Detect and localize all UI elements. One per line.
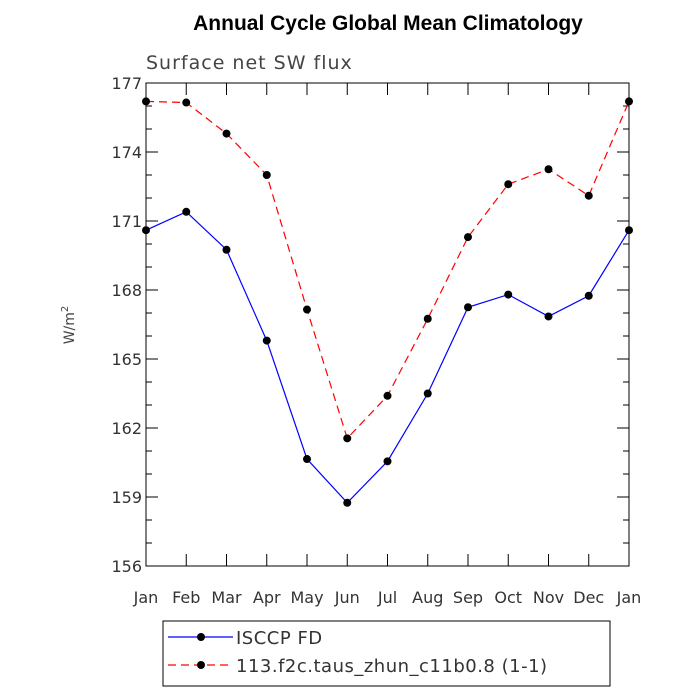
data-point <box>464 233 472 242</box>
data-point <box>303 455 311 464</box>
data-point <box>464 303 472 312</box>
y-tick-label: 165 <box>111 350 142 369</box>
data-point <box>262 171 271 179</box>
data-point <box>423 314 432 323</box>
x-tick-label: Oct <box>494 588 522 607</box>
x-tick-label: Feb <box>172 588 200 607</box>
data-point <box>584 191 593 200</box>
y-tick-label: 159 <box>111 488 142 507</box>
legend-box <box>162 620 611 687</box>
data-point <box>383 457 392 466</box>
data-point <box>222 129 231 138</box>
x-tick-label: May <box>290 588 323 607</box>
legend-marker <box>197 633 205 641</box>
y-tick-label: 177 <box>111 74 142 93</box>
data-point <box>504 180 513 189</box>
axis-ticks: 156 159 162 165 168 171 174 177 Jan Feb Mar Apr May J… <box>111 74 641 607</box>
x-tick-label: Dec <box>573 588 604 607</box>
legend: ISCCP FD 113.f2c.taus_zhun_c11b0.8 (1-1) <box>162 620 611 687</box>
x-tick-label: Jun <box>334 588 360 607</box>
data-point <box>182 207 191 216</box>
data-point <box>383 391 392 400</box>
data-point <box>343 498 352 507</box>
y-tick-label: 162 <box>111 419 142 438</box>
legend-marker <box>197 661 205 669</box>
data-point <box>343 434 352 443</box>
legend-label-2: 113.f2c.taus_zhun_c11b0.8 (1-1) <box>236 656 548 677</box>
y-tick-label: 156 <box>111 557 142 576</box>
y-axis-label-superscript: 2 <box>60 306 71 312</box>
x-tick-label: Apr <box>253 588 281 607</box>
data-point <box>544 165 553 174</box>
data-point <box>544 312 553 321</box>
chart-title: Annual Cycle Global Mean Climatology <box>193 12 583 35</box>
data-point <box>182 98 191 107</box>
x-tick-label: Jan <box>133 588 159 607</box>
y-axis-label-base: W/m <box>62 312 78 344</box>
series-line-2 <box>145 100 630 440</box>
x-tick-label: Aug <box>412 588 443 607</box>
plot-frame <box>145 82 630 567</box>
x-tick-label: Nov <box>533 588 564 607</box>
legend-label-1: ISCCP FD <box>236 628 323 649</box>
y-tick-label: 174 <box>111 143 142 162</box>
data-point <box>423 389 432 398</box>
data-point <box>584 291 593 300</box>
data-point <box>262 336 271 345</box>
y-tick-label: 168 <box>111 281 142 300</box>
y-tick-label: 171 <box>111 212 142 231</box>
data-point <box>504 290 513 299</box>
y-axis-label: W/m2 <box>60 306 78 345</box>
x-tick-label: Jul <box>377 588 397 607</box>
x-tick-label: Jan <box>616 588 642 607</box>
x-tick-label: Mar <box>211 588 242 607</box>
data-point <box>303 305 311 314</box>
plot-border <box>145 82 630 567</box>
chart-subtitle: Surface net SW flux <box>146 52 353 74</box>
plot-series <box>142 97 633 507</box>
data-point <box>222 245 231 254</box>
x-tick-label: Sep <box>453 588 483 607</box>
